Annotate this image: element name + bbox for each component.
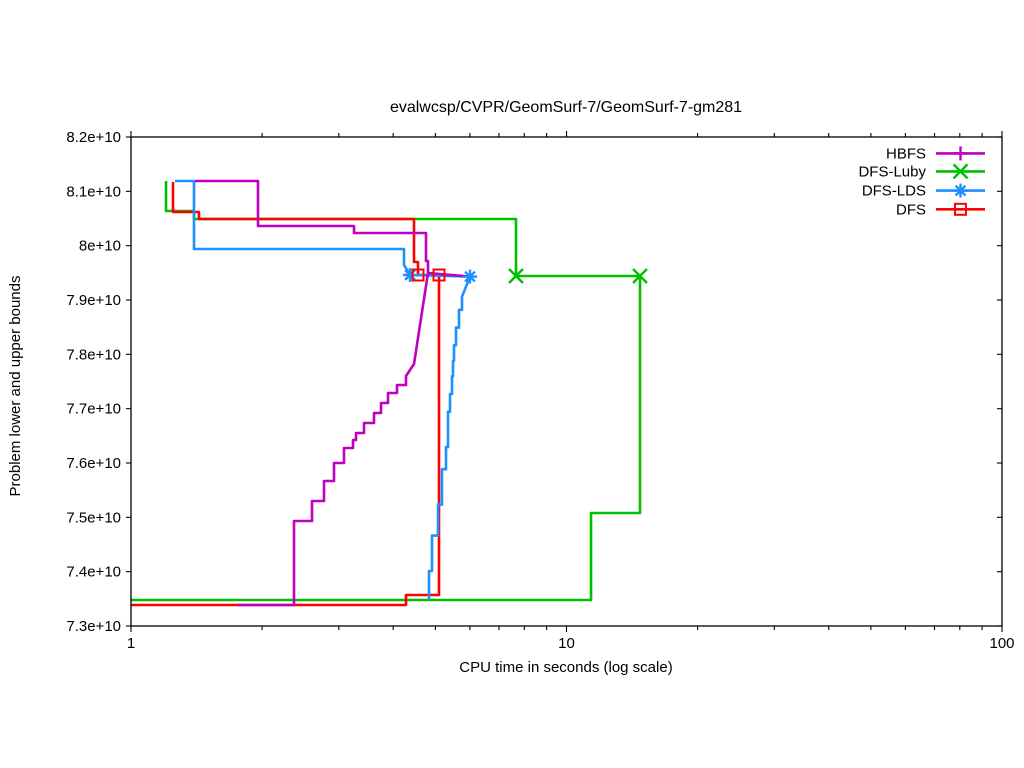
svg-text:CPU time in seconds (log scale: CPU time in seconds (log scale): [459, 659, 672, 676]
svg-text:DFS: DFS: [896, 201, 926, 218]
svg-text:7.8e+10: 7.8e+10: [66, 346, 121, 363]
svg-text:7.7e+10: 7.7e+10: [66, 401, 121, 418]
svg-text:DFS-LDS: DFS-LDS: [862, 183, 926, 200]
svg-text:7.9e+10: 7.9e+10: [66, 292, 121, 309]
svg-text:8e+10: 8e+10: [79, 238, 121, 255]
svg-text:8.1e+10: 8.1e+10: [66, 183, 121, 200]
svg-text:7.5e+10: 7.5e+10: [66, 509, 121, 526]
svg-text:DFS-Luby: DFS-Luby: [858, 163, 926, 180]
svg-text:1: 1: [127, 635, 135, 652]
svg-text:Problem lower and upper bounds: Problem lower and upper bounds: [7, 276, 24, 497]
svg-text:100: 100: [989, 635, 1014, 652]
svg-text:HBFS: HBFS: [886, 145, 926, 162]
svg-text:7.3e+10: 7.3e+10: [66, 618, 121, 635]
svg-text:evalwcsp/CVPR/GeomSurf-7/GeomS: evalwcsp/CVPR/GeomSurf-7/GeomSurf-7-gm28…: [390, 99, 742, 116]
svg-text:7.6e+10: 7.6e+10: [66, 455, 121, 472]
svg-text:10: 10: [558, 635, 575, 652]
svg-text:8.2e+10: 8.2e+10: [66, 129, 121, 146]
svg-text:7.4e+10: 7.4e+10: [66, 564, 121, 581]
